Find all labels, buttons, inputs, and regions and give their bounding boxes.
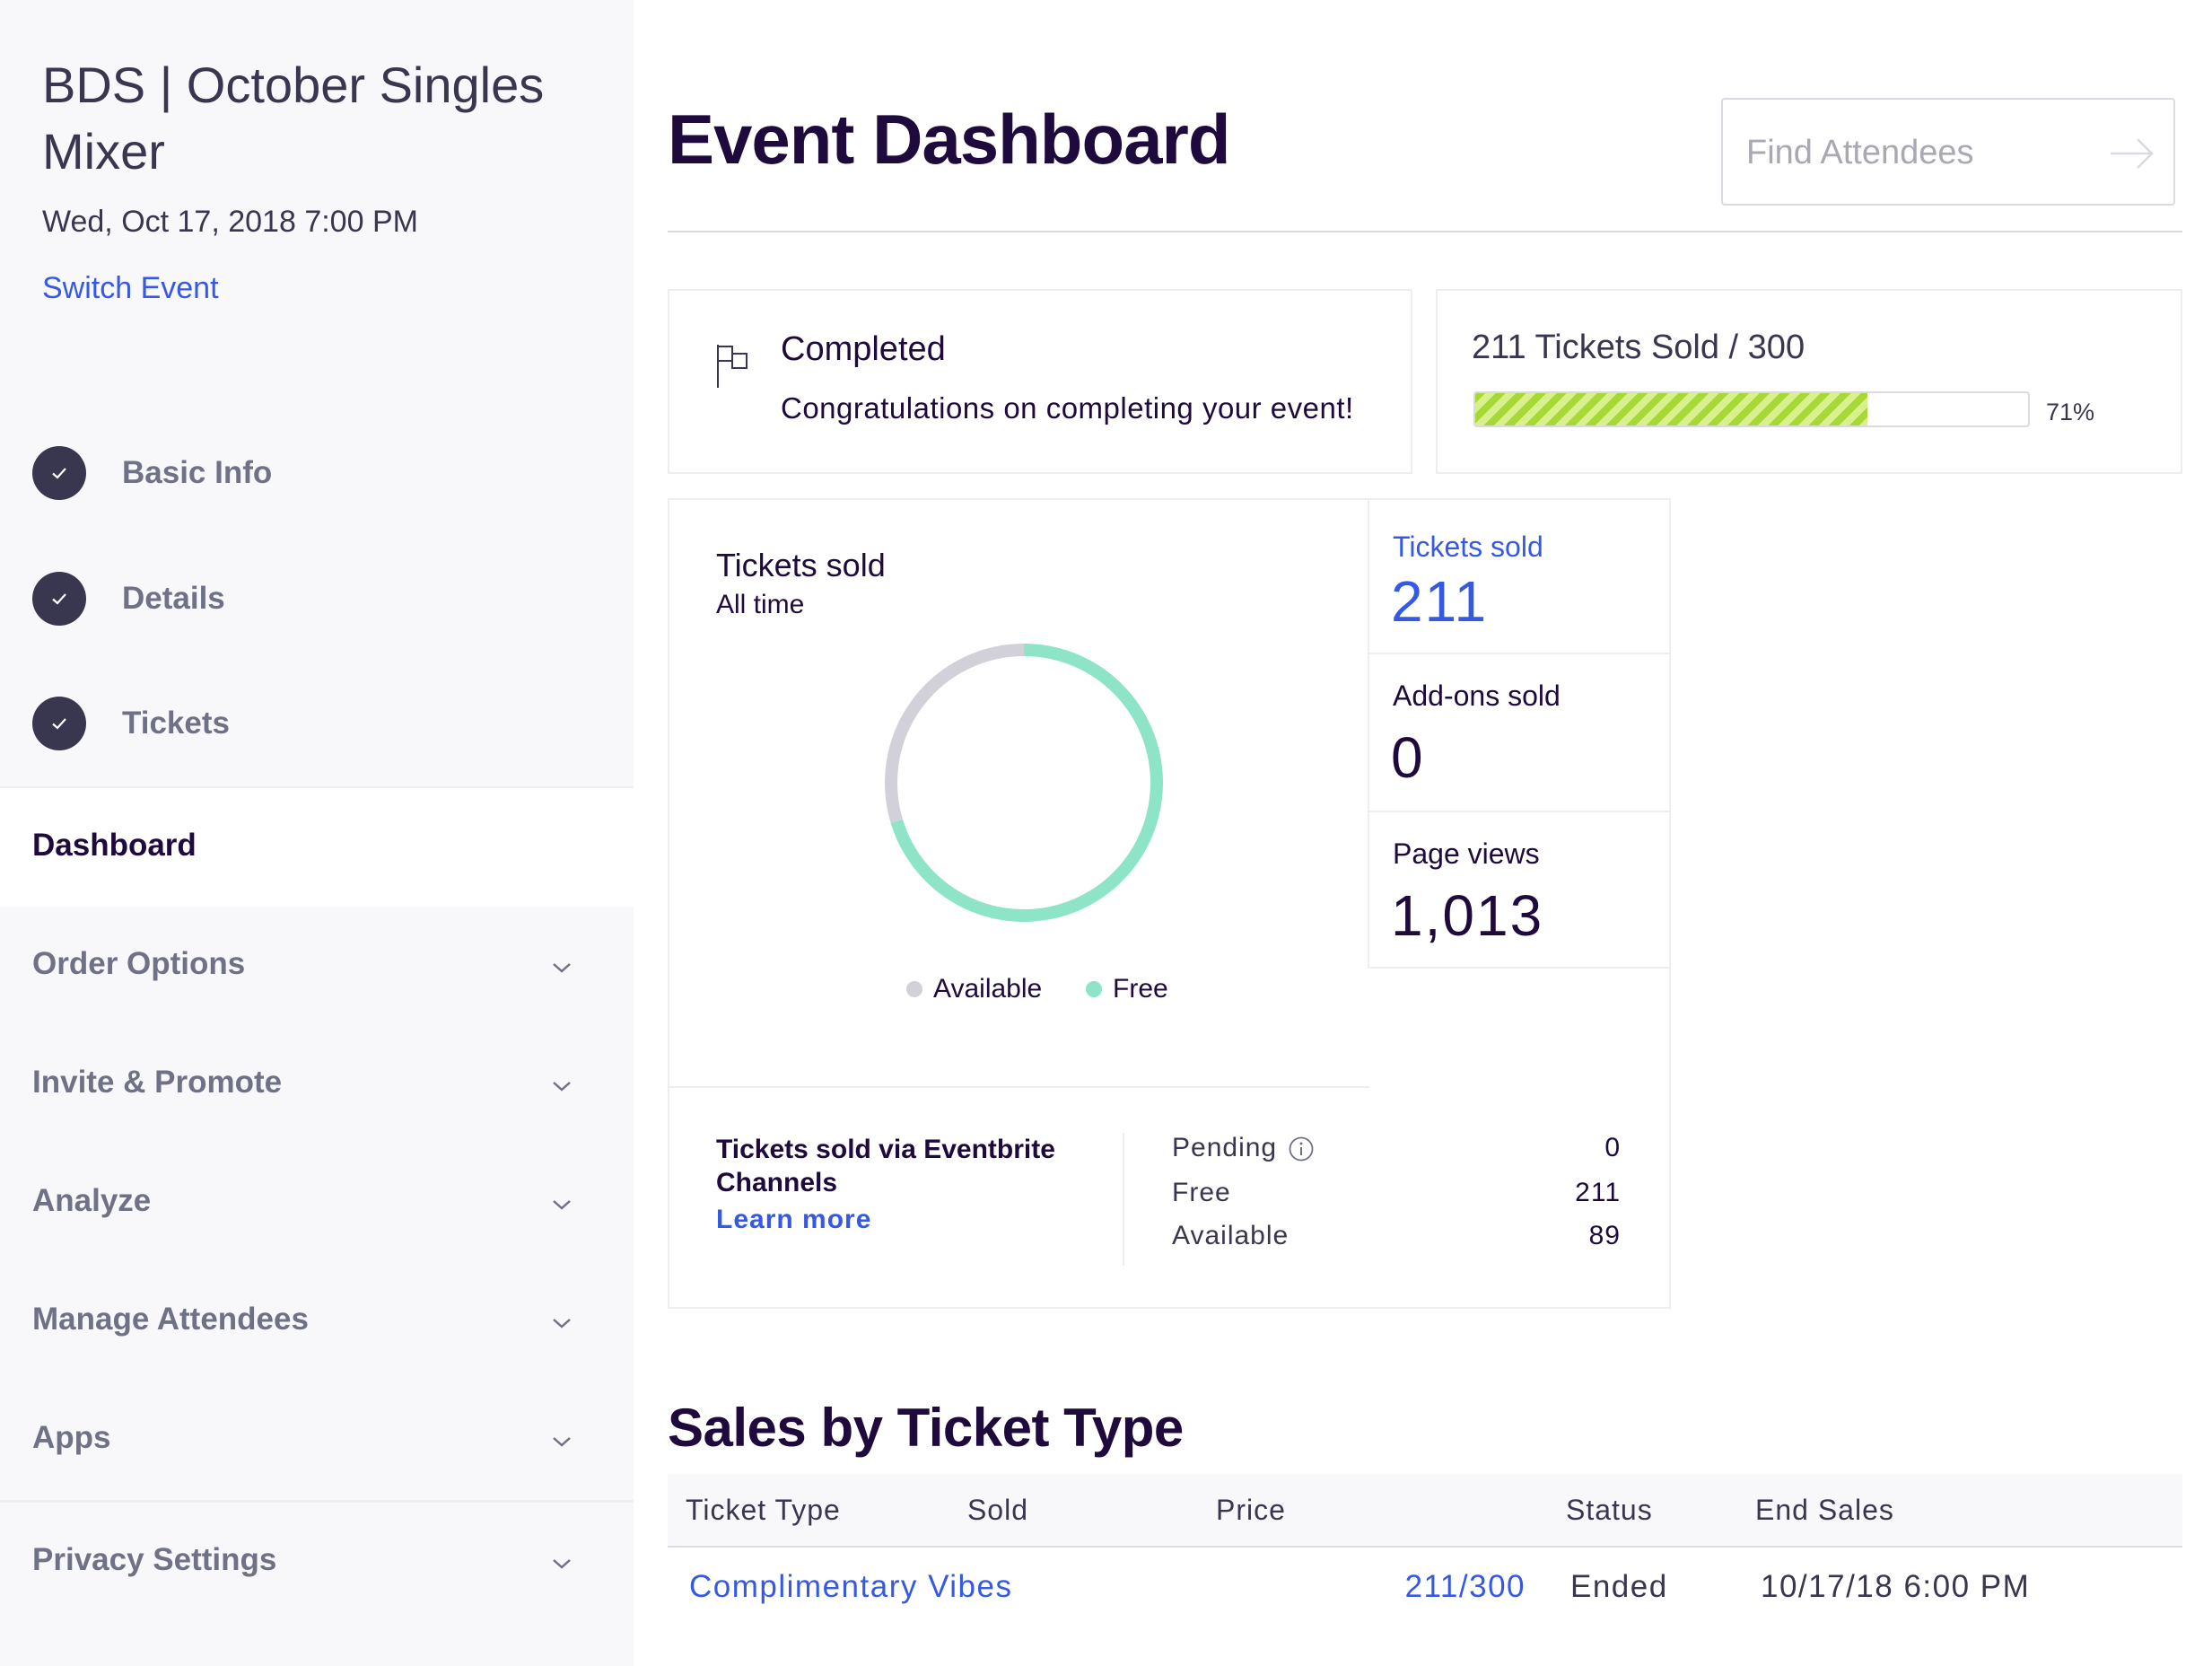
- donut-segment-free: [890, 644, 1163, 922]
- legend-item-free: Free: [1086, 974, 1168, 1004]
- tickets-progress-card: 211 Tickets Sold / 300 71%: [1436, 289, 2182, 474]
- channel-row-label: Pending: [1172, 1133, 1278, 1162]
- channels-title: Tickets sold via Eventbrite Channels: [716, 1135, 1055, 1197]
- channel-row-label: Available: [1172, 1221, 1290, 1250]
- progress-bar-fill: [1475, 393, 1868, 425]
- sidebar-item-label: Manage Attendees: [32, 1302, 309, 1337]
- sidebar-item-privacy-settings[interactable]: Privacy Settings: [0, 1503, 634, 1621]
- tickets-donut-chart: [885, 644, 1163, 922]
- column-header-status: Status: [1566, 1494, 1653, 1526]
- sidebar-item-order-options[interactable]: Order Options: [0, 907, 634, 1025]
- sidebar-item-label: Invite & Promote: [32, 1065, 283, 1100]
- sidebar-item-label: Analyze: [32, 1183, 152, 1218]
- sidebar-divider: [0, 1500, 634, 1503]
- sidebar-item-label: Dashboard: [32, 828, 197, 863]
- ticket-status: Ended: [1570, 1569, 1668, 1604]
- stat-label: Page views: [1393, 837, 1540, 870]
- stat-page-views: Page views 1,013: [1368, 811, 1671, 969]
- chevron-down-icon: [553, 1437, 571, 1447]
- legend-label: Available: [933, 974, 1043, 1004]
- chevron-down-icon: [553, 1200, 571, 1210]
- chevron-down-icon: [553, 963, 571, 973]
- ticket-sold-link[interactable]: 211/300: [1404, 1569, 1526, 1604]
- stat-label: Add-ons sold: [1393, 680, 1561, 712]
- channel-row-pending: Pending 0: [1172, 1133, 1621, 1163]
- event-title: BDS | October Singles Mixer: [42, 57, 545, 180]
- check-icon: [32, 572, 86, 626]
- switch-event-link[interactable]: Switch Event: [42, 271, 219, 305]
- sidebar-item-label: Order Options: [32, 946, 246, 981]
- check-icon: [32, 697, 86, 750]
- stat-label: Tickets sold: [1393, 530, 1543, 563]
- step-basic-info[interactable]: Basic Info: [32, 446, 272, 500]
- sidebar-item-invite-promote[interactable]: Invite & Promote: [0, 1025, 634, 1144]
- step-label: Basic Info: [122, 455, 273, 490]
- find-attendees-search[interactable]: Find Attendees: [1721, 98, 2175, 206]
- sidebar: BDS | October Singles Mixer Wed, Oct 17,…: [0, 0, 634, 1666]
- sidebar-item-label: Apps: [32, 1420, 111, 1455]
- tickets-progress-bar: [1473, 391, 2030, 427]
- page-title: Event Dashboard: [668, 100, 1230, 179]
- ticket-type-link[interactable]: Complimentary Vibes: [689, 1569, 1013, 1604]
- check-icon: [32, 446, 86, 500]
- sidebar-item-analyze[interactable]: Analyze: [0, 1144, 634, 1262]
- column-header-end-sales: End Sales: [1755, 1494, 1894, 1526]
- channels-vertical-divider: [1123, 1133, 1124, 1266]
- sales-table-header: Ticket Type Price Sold Status End Sales: [668, 1474, 2182, 1548]
- column-header-sold: Sold: [966, 1494, 1028, 1526]
- step-label: Tickets: [122, 706, 230, 741]
- chart-subtitle: All time: [716, 590, 805, 619]
- stat-value: 211: [1391, 569, 1489, 634]
- status-title: Completed: [781, 330, 946, 368]
- step-details[interactable]: Details: [32, 572, 225, 626]
- stat-addons-sold: Add-ons sold 0: [1368, 653, 1671, 812]
- chevron-down-icon: [553, 1559, 571, 1569]
- sidebar-item-apps[interactable]: Apps: [0, 1381, 634, 1499]
- arrow-right-icon[interactable]: [2109, 136, 2155, 171]
- sidebar-item-label: Privacy Settings: [32, 1542, 277, 1577]
- column-header-price: Price: [1216, 1494, 1286, 1526]
- chart-title: Tickets sold: [716, 547, 886, 583]
- flag-icon: [717, 345, 748, 388]
- header-divider: [668, 231, 2182, 232]
- chevron-down-icon: [553, 1082, 571, 1092]
- ticket-end-sales: 10/17/18 6:00 PM: [1761, 1569, 2031, 1604]
- channel-row-value: 211: [1575, 1178, 1621, 1207]
- channel-row-free: Free 211: [1172, 1178, 1621, 1208]
- step-tickets[interactable]: Tickets: [32, 697, 230, 750]
- progress-percent: 71%: [2046, 399, 2095, 425]
- channel-row-value: 89: [1588, 1221, 1621, 1250]
- event-status-card: Completed Congratulations on completing …: [668, 289, 1412, 474]
- legend-label: Free: [1113, 974, 1168, 1004]
- sidebar-item-manage-attendees[interactable]: Manage Attendees: [0, 1262, 634, 1381]
- stat-value: 1,013: [1391, 883, 1544, 948]
- channel-row-available: Available 89: [1172, 1221, 1621, 1251]
- channel-row-label: Free: [1172, 1178, 1231, 1207]
- status-message: Congratulations on completing your event…: [781, 391, 1354, 425]
- sidebar-item-dashboard[interactable]: Dashboard: [0, 788, 634, 907]
- channel-row-value: 0: [1604, 1133, 1621, 1162]
- sales-section-title: Sales by Ticket Type: [668, 1398, 1184, 1458]
- column-header-ticket-type: Ticket Type: [686, 1494, 841, 1526]
- event-date: Wed, Oct 17, 2018 7:00 PM: [42, 205, 418, 239]
- legend-item-available: Available: [906, 974, 1042, 1004]
- sidebar-divider: [0, 786, 634, 789]
- legend-dot: [906, 981, 922, 997]
- search-placeholder: Find Attendees: [1746, 134, 1974, 171]
- donut-segment-available: [885, 644, 1025, 823]
- tickets-sold-label: 211 Tickets Sold / 300: [1472, 329, 1805, 366]
- stat-tickets-sold: Tickets sold 211: [1368, 498, 1671, 654]
- learn-more-link[interactable]: Learn more: [716, 1205, 872, 1234]
- info-icon[interactable]: [1288, 1136, 1315, 1162]
- step-label: Details: [122, 581, 225, 616]
- channels-divider: [669, 1086, 1369, 1088]
- chevron-down-icon: [553, 1319, 571, 1328]
- stat-value: 0: [1391, 725, 1425, 790]
- legend-dot: [1086, 981, 1102, 997]
